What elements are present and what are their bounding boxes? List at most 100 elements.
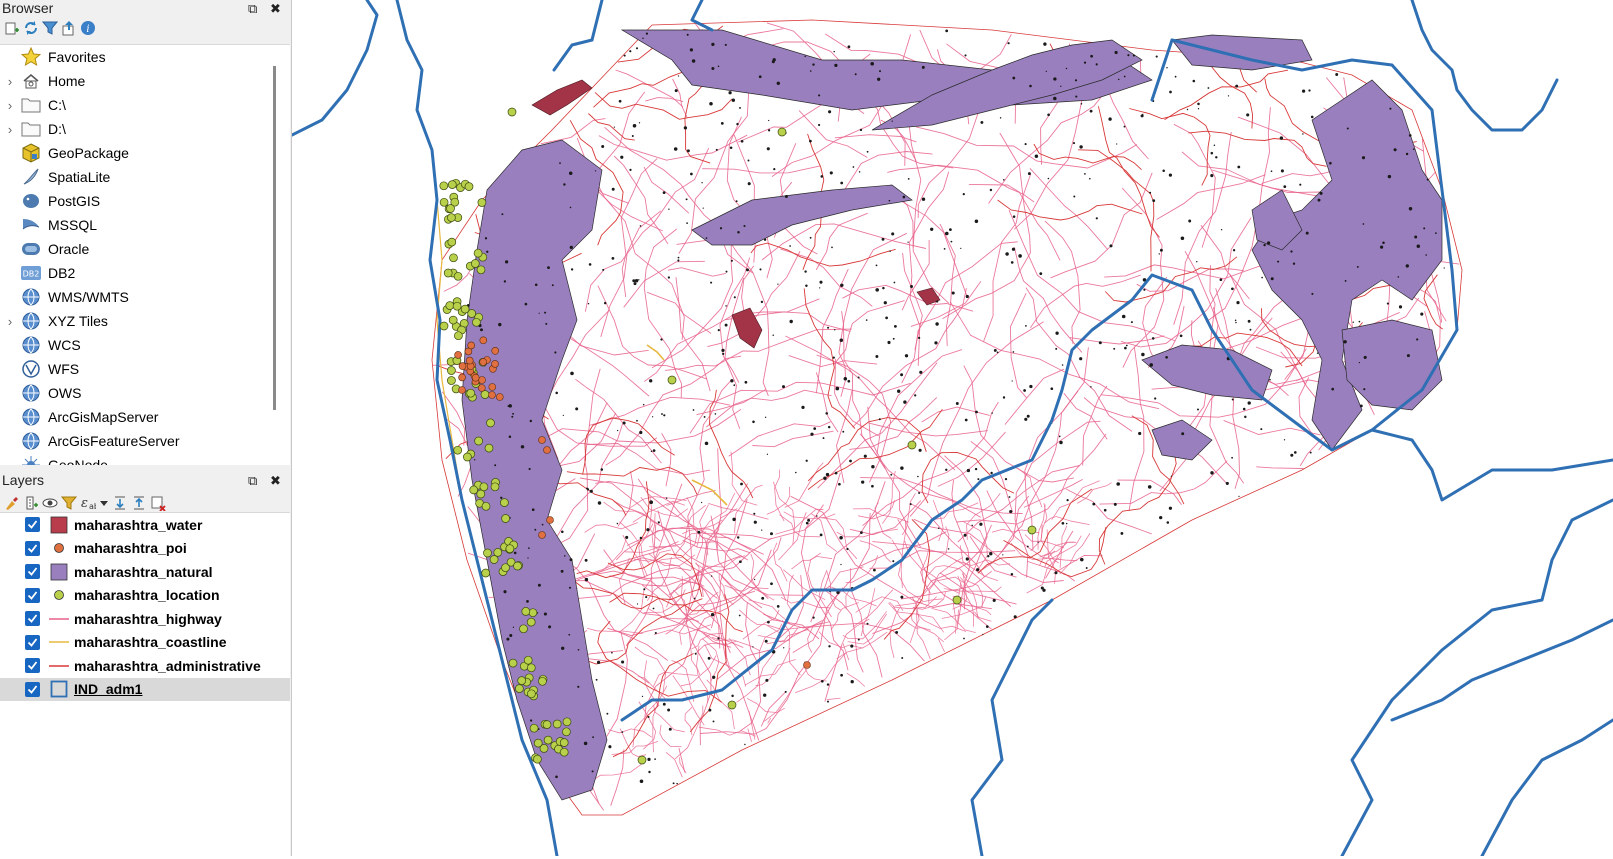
layer-filter-icon[interactable]	[61, 495, 77, 511]
small-water-dot	[1181, 432, 1185, 436]
expand-arrow-icon[interactable]: ›	[7, 313, 13, 329]
small-water-dot	[743, 224, 746, 228]
highway-road	[682, 539, 751, 554]
browser-item-ows[interactable]: OWS	[0, 381, 290, 405]
highway-road	[553, 368, 601, 547]
collapse-all-icon[interactable]	[131, 495, 147, 511]
browser-item-label: Favorites	[48, 49, 106, 65]
browser-item-wms-wmts[interactable]: WMS/WMTS	[0, 285, 290, 309]
highway-road	[755, 659, 796, 687]
browser-item-db2[interactable]: DB2 DB2	[0, 261, 290, 285]
remove-icon[interactable]	[150, 495, 166, 511]
layer-item-maharashtra-location[interactable]: maharashtra_location	[0, 584, 290, 608]
browser-item-d[interactable]: › D:\	[0, 117, 290, 141]
layers-close-icon[interactable]: ✖	[270, 473, 281, 488]
small-water-dot	[584, 558, 588, 562]
small-water-dot	[636, 419, 638, 422]
browser-restore-icon[interactable]: ⧉	[248, 1, 258, 16]
layers-restore-icon[interactable]: ⧉	[248, 473, 258, 488]
layer-visibility-checkbox[interactable]	[25, 587, 40, 603]
small-water-dot	[758, 75, 762, 79]
small-water-dot	[710, 613, 715, 617]
small-water-dot	[1061, 521, 1065, 525]
small-water-dot	[963, 637, 965, 640]
small-water-dot	[985, 625, 989, 628]
highway-road	[691, 633, 724, 650]
highway-road	[747, 728, 752, 743]
expand-icon[interactable]	[112, 495, 128, 511]
expand-arrow-icon[interactable]: ›	[7, 121, 13, 137]
highway-road	[931, 608, 976, 633]
browser-item-postgis[interactable]: PostGIS	[0, 189, 290, 213]
highway-road	[610, 749, 625, 806]
add-group-icon[interactable]	[23, 495, 39, 511]
browser-close-icon[interactable]: ✖	[270, 1, 281, 16]
layer-item-maharashtra-administrative[interactable]: maharashtra_administrative	[0, 654, 290, 678]
browser-item-wfs[interactable]: WFS	[0, 357, 290, 381]
layer-visibility-checkbox[interactable]	[25, 611, 40, 627]
highway-road	[613, 500, 763, 609]
layer-item-ind-adm1[interactable]: IND_adm1	[0, 677, 290, 701]
small-water-dot	[545, 322, 548, 325]
layer-item-maharashtra-coastline[interactable]: maharashtra_coastline	[0, 631, 290, 655]
highway-road	[852, 288, 967, 428]
layer-visibility-checkbox[interactable]	[25, 658, 40, 674]
browser-item-favorites[interactable]: Favorites	[0, 45, 290, 69]
expand-arrow-icon[interactable]: ›	[7, 97, 13, 113]
collapse-icon[interactable]	[61, 20, 77, 36]
browser-item-mssql[interactable]: MSSQL	[0, 213, 290, 237]
dropdown-icon[interactable]	[99, 495, 109, 511]
browser-item-arcgisfeatureserver[interactable]: ArcGisFeatureServer	[0, 429, 290, 453]
highway-road	[728, 421, 831, 457]
layer-item-maharashtra-poi[interactable]: maharashtra_poi	[0, 537, 290, 561]
browser-item-oracle[interactable]: Oracle	[0, 237, 290, 261]
small-water-dot	[882, 286, 885, 290]
map-canvas[interactable]	[290, 0, 1613, 858]
layer-visibility-checkbox[interactable]	[25, 634, 40, 650]
layer-visibility-checkbox[interactable]	[25, 540, 40, 556]
highway-road	[619, 521, 651, 565]
layer-item-maharashtra-natural[interactable]: maharashtra_natural	[0, 560, 290, 584]
small-water-dot	[1047, 113, 1050, 117]
small-water-dot	[595, 678, 598, 681]
layer-item-maharashtra-highway[interactable]: maharashtra_highway	[0, 607, 290, 631]
small-water-dot	[1059, 440, 1063, 445]
visibility-icon[interactable]	[42, 495, 58, 511]
refresh-icon[interactable]	[23, 20, 39, 36]
browser-scrollbar-thumb[interactable]	[273, 66, 276, 410]
layer-visibility-checkbox[interactable]	[25, 517, 40, 533]
info-icon[interactable]: i	[80, 20, 96, 36]
expand-arrow-icon[interactable]: ›	[7, 73, 13, 89]
highway-road	[638, 523, 654, 577]
highway-road	[605, 355, 742, 466]
expression-icon[interactable]: εab	[80, 495, 96, 511]
browser-item-wcs[interactable]: WCS	[0, 333, 290, 357]
browser-item-geopackage[interactable]: GeoPackage	[0, 141, 290, 165]
small-water-dot	[860, 531, 863, 534]
map-svg[interactable]	[290, 0, 1613, 858]
filter-icon[interactable]	[42, 20, 58, 36]
browser-item-xyz-tiles[interactable]: › XYZ Tiles	[0, 309, 290, 333]
browser-item-geonode[interactable]: GeoNode	[0, 453, 290, 465]
highway-road	[672, 78, 688, 118]
add-icon[interactable]	[4, 20, 20, 36]
browser-item-c[interactable]: › C:\	[0, 93, 290, 117]
small-water-dot	[1151, 337, 1155, 340]
style-icon[interactable]	[4, 495, 20, 511]
layer-visibility-checkbox[interactable]	[25, 564, 40, 580]
layer-symbol-icon	[48, 539, 70, 557]
small-water-dot	[592, 736, 594, 739]
browser-item-spatialite[interactable]: SpatiaLite	[0, 165, 290, 189]
browser-item-home[interactable]: › Home	[0, 69, 290, 93]
small-water-dot	[850, 644, 854, 648]
browser-item-arcgismapserver[interactable]: ArcGisMapServer	[0, 405, 290, 429]
location-point	[452, 301, 462, 311]
poi-point	[471, 373, 480, 382]
layer-item-maharashtra-water[interactable]: maharashtra_water	[0, 513, 290, 537]
small-water-dot	[1141, 352, 1145, 357]
browser-scrollbar[interactable]	[271, 44, 279, 460]
layer-symbol-icon	[48, 657, 70, 675]
small-water-dot	[673, 147, 678, 151]
highway-road	[630, 496, 687, 509]
layer-visibility-checkbox[interactable]	[25, 681, 40, 697]
